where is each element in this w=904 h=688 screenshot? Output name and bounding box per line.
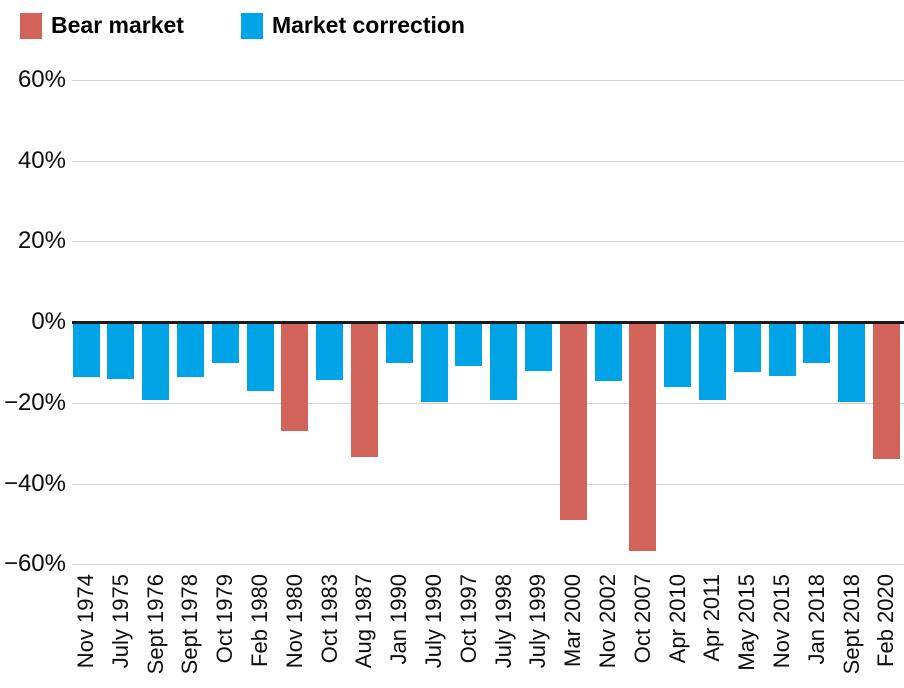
x-axis-tick-label: Mar 2000 [560,574,586,667]
bar-correction [316,322,344,381]
legend-label-market-correction: Market correction [271,12,465,38]
y-gridline [72,483,904,485]
bar-bear [281,322,309,432]
y-axis-tick-label: 60% [17,65,66,93]
legend-item-bear-market: Bear market [20,12,184,39]
bar-bear [872,322,900,459]
bar-correction [385,322,413,364]
bar-correction [768,322,796,376]
y-axis-tick-label: −40% [3,469,66,497]
bar-correction [803,322,831,364]
bar-correction [838,322,866,402]
x-axis-tick-label: Oct 2007 [629,574,655,664]
bar-correction [107,322,135,379]
y-gridline [72,402,904,404]
x-axis-tick-label: July 1975 [107,574,133,669]
bar-correction [594,322,622,382]
y-gridline [72,160,904,162]
bar-correction [176,322,204,377]
bar-correction [733,322,761,373]
x-axis-tick-label: Nov 1974 [73,574,98,669]
bar-bear [559,322,587,521]
bar-bear [629,322,657,552]
x-axis-tick-label: Feb 1980 [247,574,272,667]
x-axis-tick-label: Oct 1979 [212,574,238,664]
legend-item-market-correction: Market correction [240,12,465,39]
bar-correction [72,322,100,377]
y-axis-tick-label: −60% [3,550,66,578]
x-axis-tick-label: Aug 1987 [351,574,377,669]
bar-correction [420,322,448,403]
x-axis-tick-label: Oct 1997 [455,574,481,664]
legend-label-bear-market: Bear market [51,12,184,38]
bar-correction [142,322,170,401]
y-gridline [72,241,904,243]
y-gridline [72,79,904,81]
bear-market-swatch-icon [20,12,42,39]
x-axis-tick-label: Jan 1990 [386,574,412,665]
x-axis-tick-label: Sept 2018 [838,574,864,675]
x-axis-tick-label: Nov 1980 [281,574,307,669]
bar-correction [246,322,274,391]
y-axis-tick-label: 40% [17,146,66,174]
x-axis-tick-label: Apr 2010 [664,574,690,664]
x-axis-tick-label: July 1999 [525,574,551,669]
x-axis-tick-label: Oct 1983 [316,574,342,664]
x-axis-tick-label: Nov 2002 [595,574,620,669]
x-axis-zero-line [72,321,904,324]
x-axis-tick-label: Jan 2018 [803,574,829,665]
x-axis-tick-label: Sept 1976 [142,574,168,675]
x-axis-tick-label: July 1998 [490,574,516,669]
bar-bear [350,322,378,458]
bar-correction [490,322,518,400]
bar-correction [211,322,239,364]
bar-correction [455,322,483,366]
x-axis-tick-label: Apr 2011 [699,574,725,662]
bar-correction [524,322,552,371]
bar-correction [664,322,692,387]
y-axis-tick-label: −20% [3,388,66,416]
y-axis-tick-label: 20% [17,227,66,255]
market-correction-swatch-icon [240,12,263,39]
x-axis-tick-label: July 1990 [421,574,446,669]
bar-correction [698,322,726,401]
x-axis-tick-label: Sept 1978 [177,574,203,675]
x-axis-tick-label: Feb 2020 [873,574,899,667]
x-axis-tick-label: Nov 2015 [769,574,794,669]
chart-legend: Bear market Market correction [20,12,522,39]
x-axis-tick-label: May 2015 [734,574,760,671]
y-axis-tick-label: 0% [31,308,66,335]
y-gridline [72,564,904,566]
